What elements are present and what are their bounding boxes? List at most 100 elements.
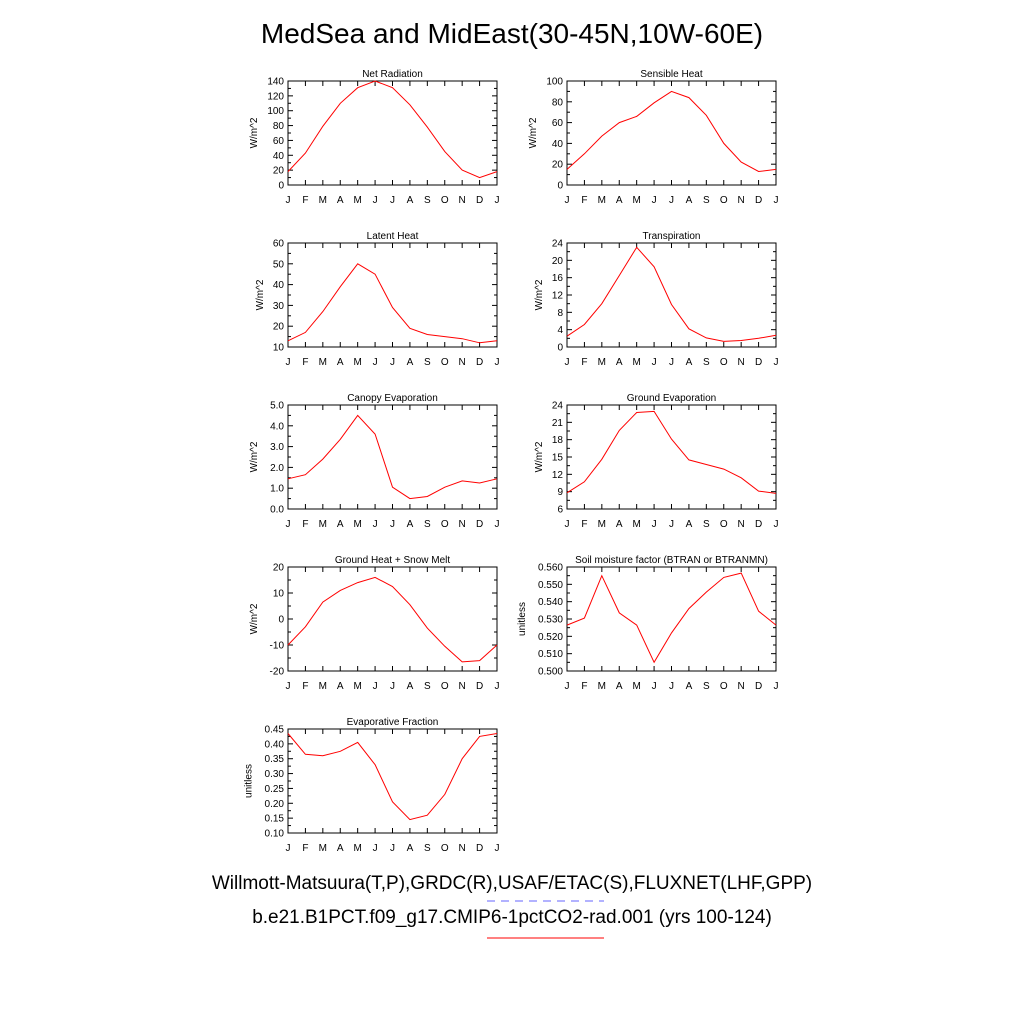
y-tick-label: 3.0 [270,442,284,453]
y-axis-label: unitless [517,602,528,636]
y-tick-label: 0 [278,181,284,192]
y-axis-label: W/m^2 [249,117,260,148]
x-tick-label: J [373,843,378,854]
y-tick-label: 20 [552,256,564,267]
x-tick-label: J [774,519,779,530]
x-tick-label: F [302,195,308,206]
y-tick-label: 20 [273,563,285,574]
x-tick-label: M [319,843,327,854]
x-tick-label: J [669,195,674,206]
x-tick-label: M [353,195,361,206]
x-tick-label: M [319,681,327,692]
x-tick-label: J [286,195,291,206]
y-tick-label: 15 [552,453,564,464]
x-tick-label: J [565,357,570,368]
x-tick-label: M [598,681,606,692]
series-line [287,733,498,821]
x-tick-label: F [302,681,308,692]
x-tick-label: A [616,195,623,206]
x-tick-label: A [616,357,623,368]
x-tick-label: O [441,519,449,530]
series-line [566,90,777,173]
x-tick-label: D [476,519,483,530]
y-axis-label: W/m^2 [534,441,545,472]
series-line [287,80,498,179]
x-tick-label: A [686,519,693,530]
x-tick-label: A [407,681,414,692]
panel-title: Soil moisture factor (BTRAN or BTRANMN) [575,555,768,566]
x-tick-label: J [652,519,657,530]
x-tick-label: J [774,195,779,206]
y-tick-label: 80 [273,121,285,132]
x-tick-label: N [459,843,466,854]
panel-3: J F M A M J J A S O N D J04812162024TranspirationW/m… [534,231,779,368]
series-line [566,572,777,664]
y-tick-label: 0 [278,615,284,626]
panel-title: Net Radiation [362,69,423,80]
x-tick-label: J [652,681,657,692]
y-tick-label: 0.550 [538,580,563,591]
x-tick-label: N [738,357,745,368]
x-tick-label: J [774,681,779,692]
y-tick-label: 10 [273,589,285,600]
plot-frame [566,566,777,672]
x-tick-label: O [441,195,449,206]
y-tick-label: 12 [552,470,564,481]
y-tick-label: -10 [270,641,285,652]
y-axis-label: W/m^2 [249,603,260,634]
y-axis-label: W/m^2 [534,279,545,310]
x-tick-label: M [598,357,606,368]
x-tick-label: N [459,519,466,530]
x-tick-label: A [616,519,623,530]
x-tick-label: J [565,195,570,206]
y-tick-label: 0.560 [538,563,563,574]
y-tick-label: 100 [267,106,284,117]
x-tick-label: J [286,357,291,368]
panel-7: J F M A M J J A S O N D J0.5000.5100.5200.5300.5400.… [517,555,779,692]
y-tick-label: 9 [557,487,563,498]
x-tick-label: F [302,843,308,854]
x-tick-label: S [424,195,431,206]
x-tick-label: J [652,195,657,206]
y-tick-label: 0.530 [538,615,563,626]
plot-frame [287,242,498,348]
x-tick-label: J [495,519,500,530]
x-tick-label: M [632,357,640,368]
y-tick-label: 0 [557,343,563,354]
x-tick-label: N [738,519,745,530]
x-tick-label: J [669,357,674,368]
x-tick-label: D [476,357,483,368]
x-tick-label: F [581,357,587,368]
y-tick-label: 0.15 [265,814,285,825]
x-tick-label: J [565,519,570,530]
x-tick-label: A [407,195,414,206]
y-tick-label: 8 [557,308,563,319]
x-tick-label: D [755,681,762,692]
y-tick-label: 24 [552,239,564,250]
x-tick-label: J [390,681,395,692]
x-tick-label: D [755,357,762,368]
y-tick-label: 18 [552,435,564,446]
y-tick-label: 140 [267,77,284,88]
y-tick-label: 6 [557,505,563,516]
y-tick-label: 20 [552,160,564,171]
y-tick-label: 0.25 [265,784,285,795]
x-tick-label: N [459,357,466,368]
y-tick-label: 24 [552,401,564,412]
x-tick-label: J [390,843,395,854]
y-tick-label: 16 [552,273,564,284]
y-tick-label: 0.20 [265,799,285,810]
x-tick-label: M [319,357,327,368]
x-tick-label: N [738,195,745,206]
panel-title: Ground Heat + Snow Melt [335,555,451,566]
x-tick-label: J [286,681,291,692]
x-tick-label: M [598,195,606,206]
y-tick-label: 80 [552,97,564,108]
x-tick-label: S [424,681,431,692]
x-tick-label: J [495,681,500,692]
x-tick-label: A [686,195,693,206]
y-tick-label: 0.540 [538,597,563,608]
